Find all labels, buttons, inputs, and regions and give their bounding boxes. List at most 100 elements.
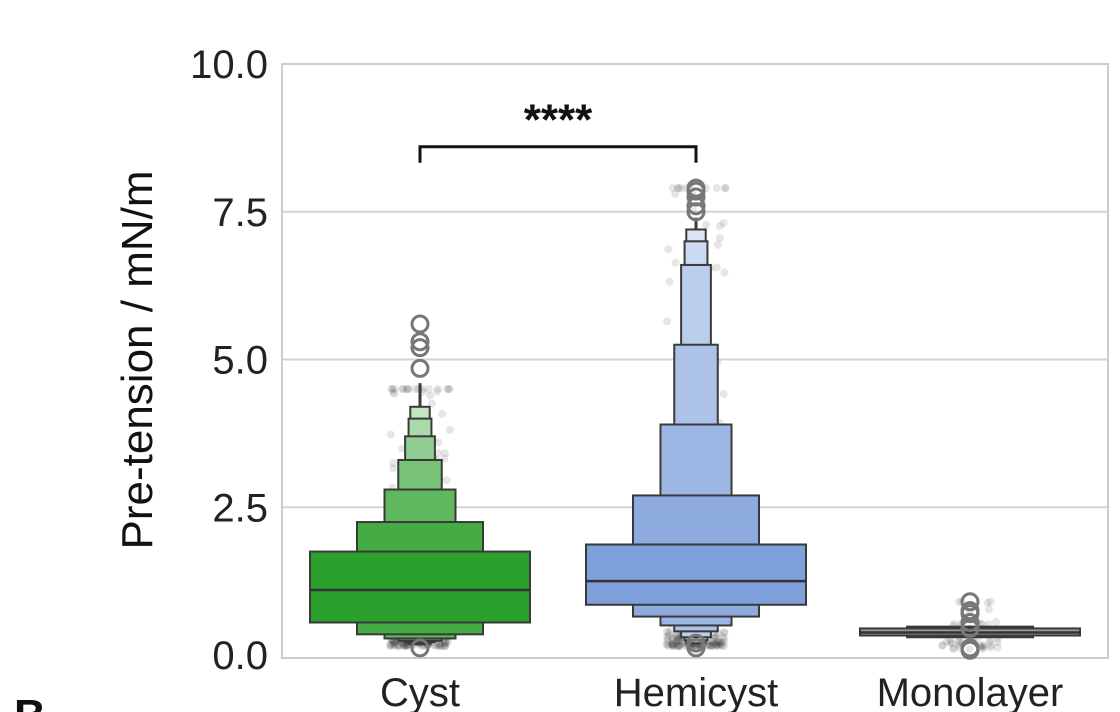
- data-point: [390, 641, 399, 650]
- data-point: [389, 637, 398, 646]
- data-point: [662, 640, 671, 649]
- data-point: [666, 626, 675, 635]
- data-point: [663, 634, 672, 643]
- data-point: [440, 642, 449, 651]
- y-tick-label: 10.0: [190, 43, 268, 87]
- data-point: [714, 638, 723, 647]
- data-point: [399, 385, 408, 394]
- data-point: [947, 639, 956, 648]
- x-tick-label: Monolayer: [877, 671, 1064, 712]
- data-point: [667, 640, 676, 649]
- y-tick-label: 2.5: [212, 486, 268, 530]
- data-point: [717, 638, 726, 647]
- data-point: [720, 635, 729, 644]
- data-point: [441, 642, 450, 651]
- data-point: [399, 641, 408, 650]
- boxen-box: [309, 550, 531, 624]
- data-point: [390, 637, 399, 646]
- data-point: [389, 464, 398, 473]
- significance-stars: ****: [524, 96, 593, 145]
- data-point: [671, 630, 680, 639]
- data-point: [938, 641, 947, 650]
- data-point: [662, 627, 671, 636]
- data-point: [443, 385, 452, 394]
- outlier-point: [960, 601, 980, 621]
- outlier-point: [960, 612, 980, 632]
- data-point: [705, 639, 714, 648]
- data-point: [717, 640, 726, 649]
- data-point: [719, 633, 728, 642]
- data-point: [673, 636, 682, 645]
- data-point: [671, 258, 680, 267]
- data-point: [396, 641, 405, 650]
- data-point: [434, 448, 443, 457]
- data-point: [441, 638, 450, 647]
- data-point: [945, 636, 954, 645]
- data-point: [663, 636, 672, 645]
- data-point: [669, 642, 678, 651]
- data-point: [397, 444, 406, 453]
- data-point: [978, 644, 987, 653]
- data-point: [979, 642, 988, 651]
- data-point: [668, 634, 677, 643]
- data-point: [715, 640, 724, 649]
- data-point: [711, 633, 720, 642]
- data-point: [442, 639, 451, 648]
- data-point: [444, 385, 453, 394]
- data-point: [715, 234, 724, 243]
- data-point: [427, 399, 436, 408]
- data-point: [445, 385, 454, 394]
- data-point: [715, 641, 724, 650]
- outlier-point: [686, 633, 706, 653]
- data-point: [386, 430, 395, 439]
- data-point: [720, 628, 729, 637]
- data-point: [390, 385, 399, 394]
- data-point: [400, 642, 409, 651]
- data-point: [424, 385, 433, 394]
- data-point: [411, 385, 420, 394]
- data-point: [676, 639, 685, 648]
- data-point: [675, 642, 684, 651]
- data-point: [393, 642, 402, 651]
- data-point: [441, 637, 450, 646]
- data-point: [386, 640, 395, 649]
- data-point: [436, 640, 445, 649]
- data-point: [979, 641, 988, 650]
- data-point: [398, 385, 407, 394]
- data-point: [675, 642, 684, 651]
- data-point: [716, 222, 725, 231]
- data-point: [719, 218, 728, 227]
- data-point: [673, 641, 682, 650]
- data-point: [949, 644, 958, 653]
- data-point: [440, 642, 449, 651]
- data-point: [670, 642, 679, 651]
- data-point: [674, 642, 683, 651]
- data-point: [672, 639, 681, 648]
- significance-bracket: [418, 145, 698, 163]
- data-point: [712, 641, 721, 650]
- data-point: [701, 220, 710, 229]
- data-point: [720, 268, 729, 277]
- data-point: [662, 632, 671, 641]
- data-point: [721, 184, 730, 193]
- data-point: [711, 639, 720, 648]
- data-point: [942, 638, 951, 647]
- data-point: [719, 390, 728, 399]
- plot-frame: [281, 63, 1109, 659]
- data-point: [712, 640, 721, 649]
- data-point: [706, 641, 715, 650]
- data-point: [720, 628, 729, 637]
- data-point: [669, 638, 678, 647]
- data-point: [938, 641, 947, 650]
- data-point: [392, 640, 401, 649]
- data-point: [712, 641, 721, 650]
- data-point: [436, 642, 445, 651]
- data-point: [664, 631, 673, 640]
- data-point: [709, 639, 718, 648]
- data-point: [433, 387, 442, 396]
- data-point: [713, 637, 722, 646]
- data-point: [664, 245, 673, 254]
- data-point: [663, 317, 672, 326]
- panel-letter: B: [14, 691, 46, 712]
